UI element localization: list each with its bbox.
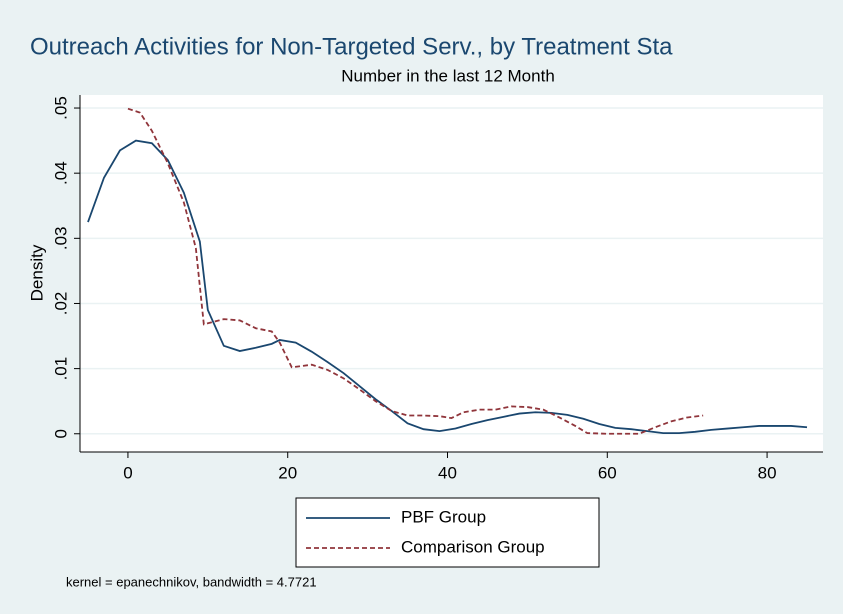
plot-area	[80, 95, 823, 452]
y-tick-label: 0	[51, 429, 70, 438]
legend-label: Comparison Group	[401, 537, 545, 556]
y-tick-label: .04	[51, 161, 70, 185]
x-tick-label: 80	[758, 463, 777, 482]
y-tick-label: .02	[51, 292, 70, 316]
y-tick-label: .03	[51, 227, 70, 251]
chart-title: Outreach Activities for Non-Targeted Ser…	[30, 33, 673, 60]
x-tick-label: 20	[278, 463, 297, 482]
legend	[295, 497, 600, 568]
chart-subtitle: Number in the last 12 Month	[341, 66, 555, 85]
series-line	[127, 107, 704, 435]
y-tick-label: .01	[51, 357, 70, 381]
x-tick-label: 40	[438, 463, 457, 482]
x-tick-label: 60	[598, 463, 617, 482]
y-axis-label: Density	[27, 244, 46, 301]
y-tick-label: .05	[51, 96, 70, 120]
note: kernel = epanechnikov, bandwidth = 4.772…	[66, 574, 317, 589]
x-tick-label: 0	[123, 463, 132, 482]
legend-label: PBF Group	[401, 507, 486, 526]
series-line	[87, 139, 808, 435]
